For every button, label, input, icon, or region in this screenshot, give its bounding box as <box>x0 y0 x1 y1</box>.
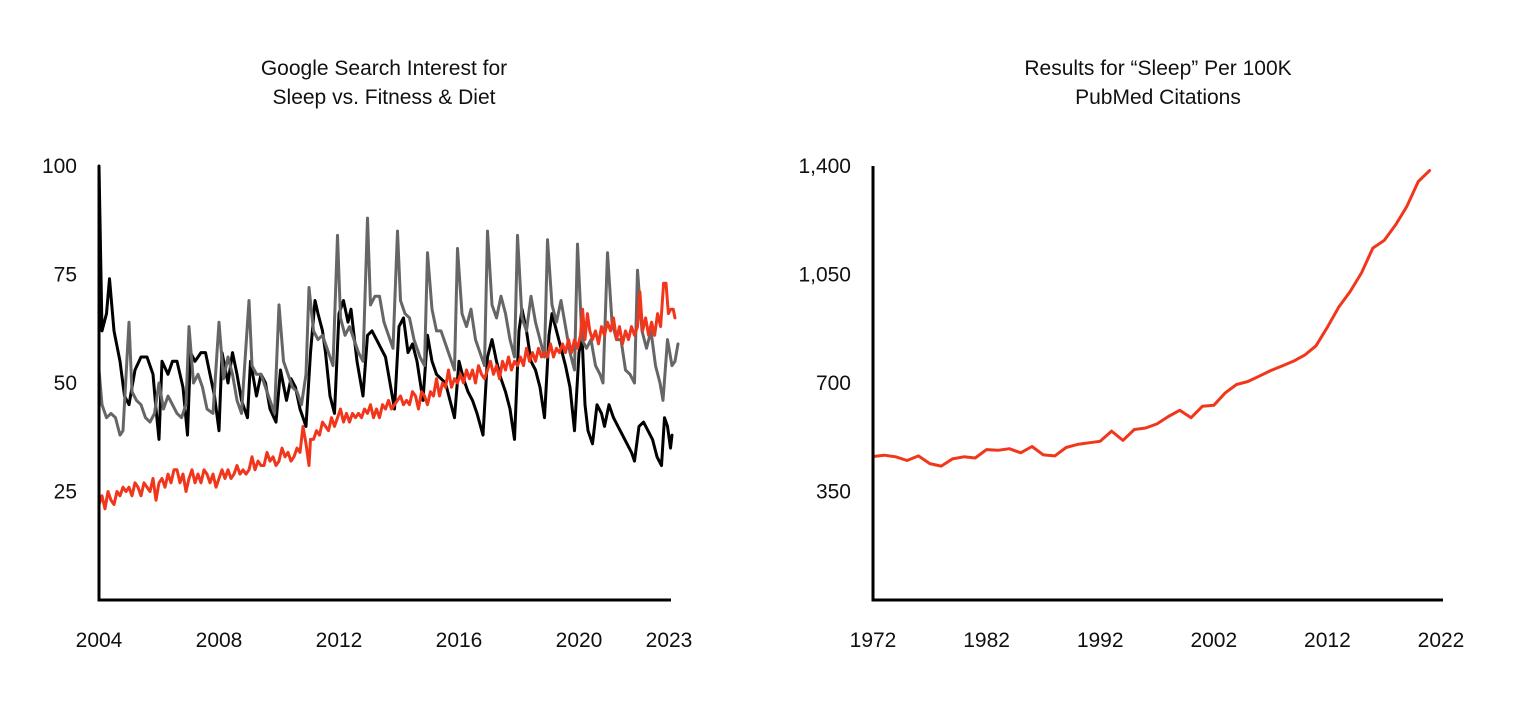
right-x-tick-label: 1972 <box>850 629 897 652</box>
pubmed-citations-chart: 350 700 1,050 1,400 1972 1982 1992 2002 2012 2022 <box>798 155 1464 652</box>
right-chart-title-line-1: Results for “Sleep” Per 100K <box>1024 57 1292 80</box>
left-y-tick-label: 50 <box>54 372 77 395</box>
right-x-tick-label: 2012 <box>1304 629 1351 652</box>
left-chart-title-line-1: Google Search Interest for <box>260 57 508 80</box>
left-x-tick-label: 2012 <box>316 629 363 652</box>
right-y-tick-label: 350 <box>816 481 851 504</box>
right-series-line-sleep <box>871 169 1432 468</box>
left-y-tick-label: 25 <box>54 481 77 504</box>
left-x-tick-label: 2004 <box>76 629 123 652</box>
right-x-tick-label: 2002 <box>1190 629 1237 652</box>
left-chart-title-line-2: Sleep vs. Fitness & Diet <box>272 86 496 109</box>
right-y-tick-label: 700 <box>816 372 851 395</box>
right-ticks-group: 350 700 1,050 1,400 1972 1982 1992 2002 2012 2022 <box>798 155 1464 652</box>
right-x-tick-label: 1982 <box>963 629 1010 652</box>
right-x-tick-label: 1992 <box>1077 629 1124 652</box>
left-axes-group <box>97 166 671 602</box>
left-series-group <box>97 164 680 511</box>
left-x-tick-label: 2008 <box>196 629 243 652</box>
left-series-line-sleep <box>97 281 677 511</box>
right-y-tick-label: 1,050 <box>798 264 851 287</box>
right-chart-title-line-2: PubMed Citations <box>1075 86 1241 109</box>
right-x-tick-label: 2022 <box>1418 629 1465 652</box>
right-series-group <box>871 169 1432 468</box>
left-x-tick-label: 2023 <box>646 629 693 652</box>
left-series-line-diet <box>97 216 680 437</box>
left-x-tick-label: 2016 <box>436 629 483 652</box>
left-ticks-group: 25 50 75 100 2004 2008 2012 2016 2020 2023 <box>42 155 692 652</box>
left-y-tick-label: 100 <box>42 155 77 178</box>
right-axes-group <box>871 166 1443 602</box>
left-chart-title: Google Search Interest for Sleep vs. Fit… <box>184 54 584 112</box>
google-search-interest-chart: 25 50 75 100 2004 2008 2012 2016 2020 2023 <box>42 155 692 652</box>
right-y-tick-label: 1,400 <box>798 155 851 178</box>
right-chart-title: Results for “Sleep” Per 100K PubMed Cita… <box>958 54 1358 112</box>
left-series-line-fitness <box>97 164 674 467</box>
left-x-tick-label: 2020 <box>556 629 603 652</box>
left-y-tick-label: 75 <box>54 264 77 287</box>
